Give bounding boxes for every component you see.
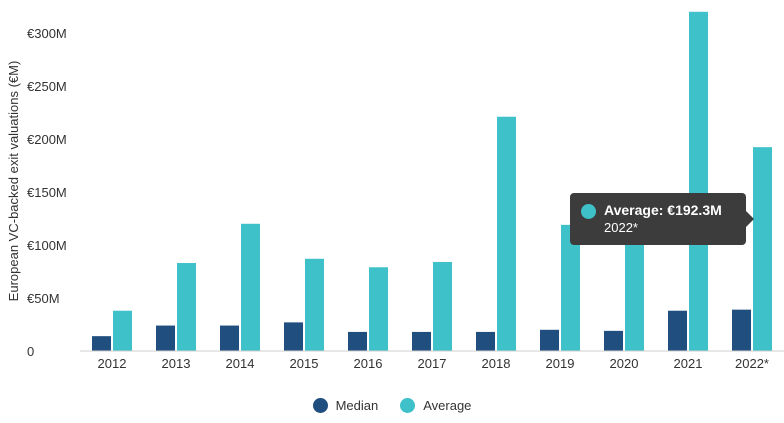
- bar-average-2022[interactable]: [753, 147, 772, 351]
- x-tick-label: 2015: [290, 356, 319, 371]
- legend-average-swatch: [400, 398, 416, 413]
- bar-chart: 0€50M€100M€150M€200M€250M€300M 2012 2013 2…: [6, 11, 784, 371]
- legend-item-average[interactable]: Average: [400, 398, 471, 413]
- legend-average-label: Average: [423, 398, 472, 413]
- legend-median-label: Median: [335, 398, 379, 413]
- x-tick-label: 2019: [546, 356, 575, 371]
- bar-average-2019[interactable]: [561, 224, 580, 351]
- bar-average-2012[interactable]: [113, 310, 132, 351]
- bar-average-2014[interactable]: [241, 223, 260, 351]
- bar-median-2015[interactable]: [284, 322, 303, 351]
- y-tick-label: €200M: [27, 132, 67, 147]
- x-tick-label: 2018: [482, 356, 511, 371]
- bar-median-2016[interactable]: [348, 331, 367, 351]
- bar-average-2017[interactable]: [433, 261, 452, 351]
- bar-average-2018[interactable]: [497, 116, 516, 352]
- y-axis-title: European VC-backed exit valuations (€M): [6, 61, 21, 302]
- legend: Median Average: [0, 398, 784, 413]
- x-tick-label: 2022*: [735, 356, 769, 371]
- bar-average-2015[interactable]: [305, 258, 324, 351]
- bar-median-2018[interactable]: [476, 331, 495, 351]
- tooltip-series-swatch: [581, 204, 596, 219]
- legend-median-swatch: [312, 398, 328, 413]
- bar-median-2017[interactable]: [412, 331, 431, 351]
- x-tick-label: 2014: [226, 356, 255, 371]
- y-tick-label: €300M: [27, 26, 67, 41]
- tooltip: Average: €192.3M 2022*: [570, 193, 754, 245]
- x-tick-label: 2020: [610, 356, 639, 371]
- x-axis: 2012 2013 2014 2015 2016 2017 2018 2019 2020 2021…: [98, 356, 769, 371]
- bar-median-2022[interactable]: [732, 309, 751, 351]
- y-tick-label: €150M: [27, 185, 67, 200]
- x-tick-label: 2016: [354, 356, 383, 371]
- tooltip-title: Average: €192.3M: [604, 202, 722, 218]
- x-tick-label: 2012: [98, 356, 127, 371]
- bar-average-2020[interactable]: [625, 229, 644, 351]
- bar-median-2021[interactable]: [668, 310, 687, 351]
- y-tick-label: 0: [27, 344, 34, 359]
- bar-average-2021[interactable]: [689, 11, 708, 352]
- y-tick-label: €250M: [27, 79, 67, 94]
- bar-average-2016[interactable]: [369, 267, 388, 351]
- legend-item-median[interactable]: Median: [312, 398, 379, 413]
- y-tick-label: €100M: [27, 238, 67, 253]
- bars: [92, 11, 772, 352]
- y-tick-label: €50M: [27, 291, 60, 306]
- tooltip-category: 2022*: [604, 220, 638, 235]
- bar-median-2019[interactable]: [540, 329, 559, 351]
- x-tick-label: 2021: [674, 356, 703, 371]
- bar-median-2020[interactable]: [604, 330, 623, 351]
- y-axis: 0 €50M €100M €150M €200M €250M €300M: [27, 26, 67, 359]
- bar-median-2013[interactable]: [156, 325, 175, 351]
- bar-average-2013[interactable]: [177, 263, 196, 351]
- x-tick-label: 2017: [418, 356, 447, 371]
- bar-median-2012[interactable]: [92, 336, 111, 351]
- bar-median-2014[interactable]: [220, 325, 239, 351]
- x-tick-label: 2013: [162, 356, 191, 371]
